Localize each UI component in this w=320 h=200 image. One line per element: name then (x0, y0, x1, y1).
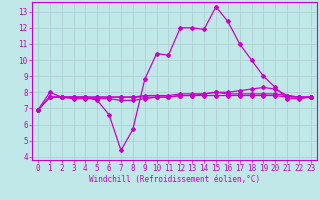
X-axis label: Windchill (Refroidissement éolien,°C): Windchill (Refroidissement éolien,°C) (89, 175, 260, 184)
